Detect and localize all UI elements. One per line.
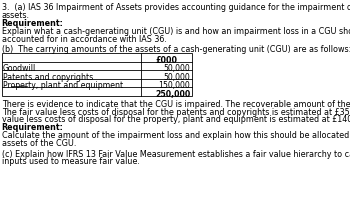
Text: 50,000: 50,000 (163, 72, 190, 81)
Text: The fair value less costs of disposal for the patents and copyrights is estimate: The fair value less costs of disposal fo… (2, 107, 350, 116)
Text: Requirement:: Requirement: (2, 123, 64, 132)
Text: Calculate the amount of the impairment loss and explain how this should be alloc: Calculate the amount of the impairment l… (2, 130, 350, 139)
Text: Property, plant and equipment: Property, plant and equipment (3, 81, 123, 90)
Text: Requirement:: Requirement: (2, 19, 64, 28)
Text: 3.  (a) IAS 36 Impairment of Assets provides accounting guidance for the impairm: 3. (a) IAS 36 Impairment of Assets provi… (2, 3, 350, 12)
Text: £000: £000 (155, 55, 177, 64)
Text: (b)  The carrying amounts of the assets of a cash-generating unit (CGU) are as f: (b) The carrying amounts of the assets o… (2, 45, 350, 54)
Text: inputs used to measure fair value.: inputs used to measure fair value. (2, 157, 140, 166)
Text: assets.: assets. (2, 11, 30, 20)
Text: (c) Explain how IFRS 13 Fair Value Measurement establishes a fair value hierarch: (c) Explain how IFRS 13 Fair Value Measu… (2, 149, 350, 158)
Text: 150,000: 150,000 (159, 81, 190, 90)
Text: Patents and copyrights: Patents and copyrights (3, 72, 93, 81)
Text: accounted for in accordance with IAS 36.: accounted for in accordance with IAS 36. (2, 34, 167, 43)
Text: Goodwill: Goodwill (3, 64, 36, 73)
Text: assets of the CGU.: assets of the CGU. (2, 138, 76, 147)
Text: 50,000: 50,000 (163, 64, 190, 73)
Text: value less costs of disposal for the property, plant and equipment is estimated : value less costs of disposal for the pro… (2, 115, 350, 124)
Text: There is evidence to indicate that the CGU is impaired. The recoverable amount o: There is evidence to indicate that the C… (2, 99, 350, 108)
Bar (2, 54, 192, 96)
Text: 250,000: 250,000 (155, 89, 190, 98)
Text: Explain what a cash-generating unit (CGU) is and how an impairment loss in a CGU: Explain what a cash-generating unit (CGU… (2, 27, 350, 36)
